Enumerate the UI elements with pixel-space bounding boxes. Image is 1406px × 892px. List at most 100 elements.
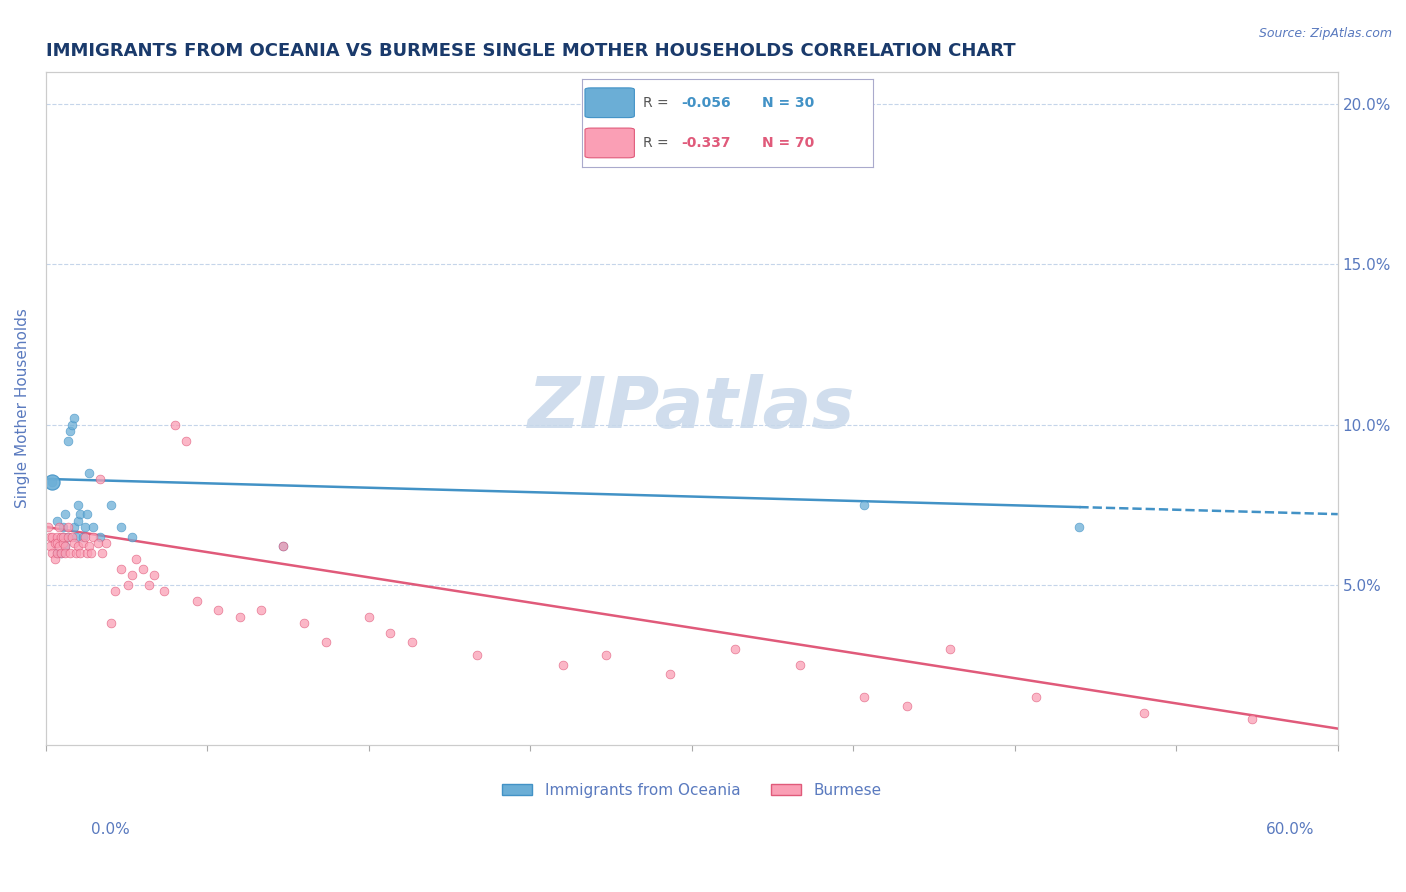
Text: Source: ZipAtlas.com: Source: ZipAtlas.com: [1258, 27, 1392, 40]
Text: 0.0%: 0.0%: [91, 822, 131, 837]
Point: [41, 530, 63, 544]
Point: [1025, 690, 1047, 704]
Point: [96, 536, 118, 550]
Point: [37, 520, 59, 534]
Point: [53, 539, 76, 553]
Point: [49, 545, 72, 559]
Point: [44, 536, 66, 550]
Point: [53, 539, 76, 553]
Text: ZIPatlas: ZIPatlas: [529, 374, 856, 443]
Point: [56, 530, 79, 544]
Point: [48, 539, 70, 553]
Point: [271, 539, 294, 553]
Point: [121, 530, 143, 544]
Text: IMMIGRANTS FROM OCEANIA VS BURMESE SINGLE MOTHER HOUSEHOLDS CORRELATION CHART: IMMIGRANTS FROM OCEANIA VS BURMESE SINGL…: [46, 42, 1015, 60]
Point: [53, 507, 76, 521]
Point: [724, 641, 747, 656]
Point: [52, 530, 75, 544]
Point: [104, 584, 127, 599]
Point: [125, 552, 148, 566]
Point: [60, 530, 83, 544]
Point: [63, 411, 86, 425]
Point: [82, 520, 104, 534]
Point: [271, 539, 294, 553]
Point: [165, 417, 187, 432]
Point: [1069, 520, 1091, 534]
Point: [67, 514, 90, 528]
Point: [39, 530, 62, 544]
Point: [142, 568, 165, 582]
Point: [110, 520, 132, 534]
Point: [207, 603, 229, 617]
Point: [896, 699, 918, 714]
Point: [110, 561, 132, 575]
Point: [1240, 712, 1263, 726]
Point: [153, 584, 176, 599]
Point: [853, 690, 876, 704]
Point: [132, 561, 155, 575]
Point: [250, 603, 273, 617]
Point: [80, 545, 103, 559]
Point: [52, 536, 75, 550]
Point: [53, 545, 76, 559]
Point: [789, 657, 811, 672]
Point: [401, 635, 423, 649]
Point: [138, 577, 160, 591]
Point: [89, 472, 111, 486]
Point: [91, 545, 114, 559]
Point: [89, 530, 111, 544]
Y-axis label: Single Mother Households: Single Mother Households: [15, 309, 30, 508]
Point: [67, 498, 90, 512]
Point: [63, 520, 86, 534]
Point: [292, 615, 315, 630]
Point: [939, 641, 962, 656]
Legend: Immigrants from Oceania, Burmese: Immigrants from Oceania, Burmese: [496, 777, 889, 805]
Point: [56, 520, 79, 534]
Point: [77, 466, 100, 480]
Point: [1133, 706, 1156, 720]
Point: [121, 568, 143, 582]
Point: [67, 539, 90, 553]
Point: [72, 536, 94, 550]
Point: [76, 545, 98, 559]
Point: [229, 609, 252, 624]
Point: [69, 545, 91, 559]
Point: [44, 552, 66, 566]
Point: [100, 498, 122, 512]
Point: [59, 424, 82, 438]
Point: [45, 545, 67, 559]
Point: [853, 498, 876, 512]
Point: [52, 530, 75, 544]
Point: [357, 609, 380, 624]
Point: [45, 514, 67, 528]
Point: [45, 536, 67, 550]
Point: [117, 577, 139, 591]
Point: [49, 545, 72, 559]
Point: [45, 530, 67, 544]
Point: [48, 520, 70, 534]
Point: [49, 530, 72, 544]
Point: [65, 545, 87, 559]
Point: [315, 635, 337, 649]
Point: [100, 615, 122, 630]
Point: [73, 530, 96, 544]
Point: [45, 545, 67, 559]
Text: 60.0%: 60.0%: [1267, 822, 1315, 837]
Point: [595, 648, 617, 662]
Point: [59, 545, 82, 559]
Point: [41, 545, 63, 559]
Point: [77, 539, 100, 553]
Point: [56, 434, 79, 448]
Point: [60, 417, 83, 432]
Point: [41, 475, 63, 490]
Point: [39, 539, 62, 553]
Point: [65, 530, 87, 544]
Point: [86, 536, 108, 550]
Point: [551, 657, 574, 672]
Point: [380, 625, 402, 640]
Point: [56, 530, 79, 544]
Point: [41, 475, 63, 490]
Point: [465, 648, 488, 662]
Point: [174, 434, 197, 448]
Point: [69, 507, 91, 521]
